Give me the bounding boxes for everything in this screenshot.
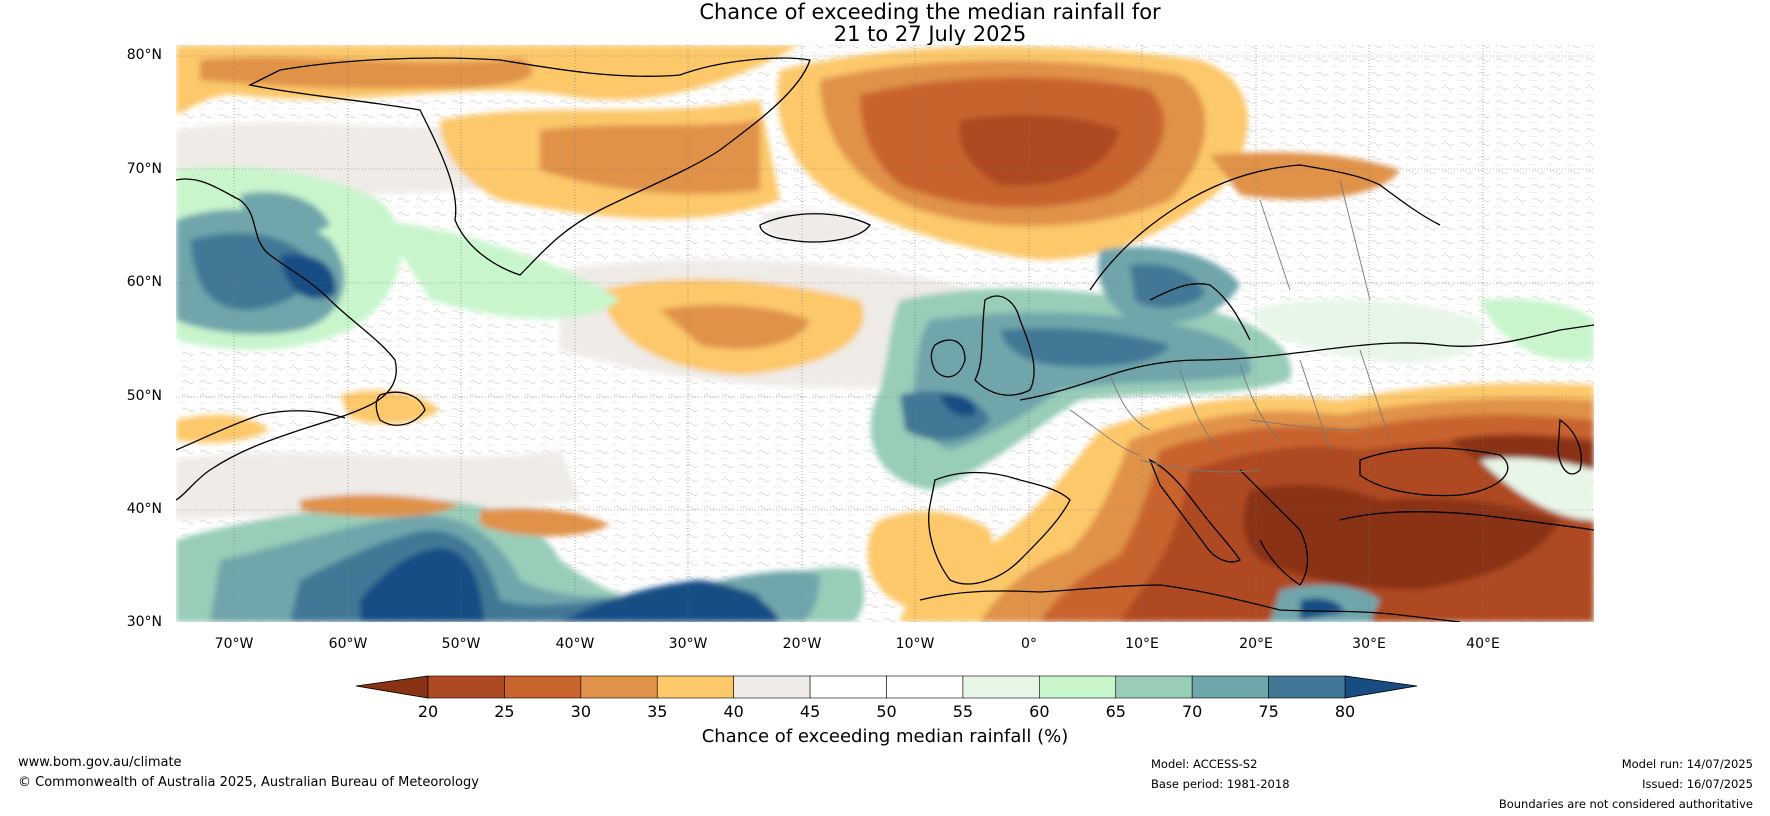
lon-label: 20°E bbox=[1239, 636, 1273, 652]
footer-issued: Issued: 16/07/2025 bbox=[1642, 777, 1753, 791]
colorbar-cell bbox=[1268, 675, 1346, 699]
lat-label: 30°N bbox=[126, 614, 162, 630]
country-borders bbox=[1069, 179, 1391, 473]
colorbar-tick-label: 20 bbox=[417, 702, 439, 721]
footer-base-period: Base period: 1981-2018 bbox=[1151, 777, 1290, 791]
colorbar-cell bbox=[656, 675, 734, 699]
map-title-line1: Chance of exceeding the median rainfall … bbox=[699, 0, 1161, 24]
colorbar-extend-low bbox=[355, 675, 429, 699]
colorbar-tick-label: 55 bbox=[952, 702, 974, 721]
lat-label: 70°N bbox=[126, 161, 162, 177]
colorbar-cell bbox=[962, 675, 1040, 699]
colorbar-cell bbox=[504, 675, 582, 699]
colorbar-tick-label: 65 bbox=[1105, 702, 1126, 721]
lon-label: 50°W bbox=[441, 636, 481, 652]
lon-label: 70°W bbox=[214, 636, 254, 652]
lon-label: 40°W bbox=[555, 636, 595, 652]
colorbar-tick-label: 80 bbox=[1334, 702, 1356, 721]
graticule bbox=[176, 45, 1594, 622]
colorbar-cell bbox=[1115, 675, 1193, 699]
colorbar-cell bbox=[1039, 675, 1117, 699]
colorbar-extend-high bbox=[1344, 675, 1418, 699]
footer-copyright: © Commonwealth of Australia 2025, Austra… bbox=[18, 775, 479, 790]
colorbar-tick-label: 35 bbox=[647, 702, 668, 721]
lon-label: 10°E bbox=[1125, 636, 1159, 652]
colorbar-tick-label: 70 bbox=[1181, 702, 1203, 721]
lon-label: 30°W bbox=[668, 636, 708, 652]
footer-site: www.bom.gov.au/climate bbox=[18, 755, 182, 770]
map-title-line2: 21 to 27 July 2025 bbox=[833, 22, 1027, 46]
footer-disclaimer: Boundaries are not considered authoritat… bbox=[1498, 797, 1753, 811]
lon-label: 0° bbox=[1021, 636, 1037, 652]
colorbar-cell bbox=[733, 675, 811, 699]
colorbar-tick-label: 25 bbox=[494, 702, 515, 721]
lon-label: 20°W bbox=[782, 636, 822, 652]
footer-model-run: Model run: 14/07/2025 bbox=[1621, 757, 1753, 771]
colorbar-cell bbox=[809, 675, 887, 699]
colorbar-tick-label: 60 bbox=[1029, 702, 1050, 721]
colorbar-cell bbox=[580, 675, 658, 699]
colorbar-cell bbox=[886, 675, 964, 699]
lat-label: 80°N bbox=[126, 47, 162, 63]
lon-label: 30°E bbox=[1352, 636, 1386, 652]
rainfall-field bbox=[176, 45, 1594, 622]
colorbar-cell bbox=[1191, 675, 1269, 699]
colorbar-tick-label: 75 bbox=[1258, 702, 1279, 721]
colorbar-label: Chance of exceeding median rainfall (%) bbox=[701, 726, 1069, 747]
footer-model: Model: ACCESS-S2 bbox=[1151, 757, 1258, 771]
lon-label: 40°E bbox=[1466, 636, 1500, 652]
colorbar-cell bbox=[427, 675, 505, 699]
lat-label: 50°N bbox=[126, 388, 162, 404]
coastlines bbox=[176, 57, 1594, 622]
colorbar-tick-label: 45 bbox=[799, 702, 821, 721]
lon-label: 60°W bbox=[328, 636, 368, 652]
lat-label: 60°N bbox=[126, 274, 162, 290]
colorbar bbox=[355, 675, 1418, 699]
colorbar-tick-label: 30 bbox=[570, 702, 591, 721]
lat-label: 40°N bbox=[126, 501, 162, 517]
colorbar-tick-label: 40 bbox=[723, 702, 744, 721]
colorbar-tick-label: 50 bbox=[876, 702, 897, 721]
lon-label: 10°W bbox=[895, 636, 935, 652]
